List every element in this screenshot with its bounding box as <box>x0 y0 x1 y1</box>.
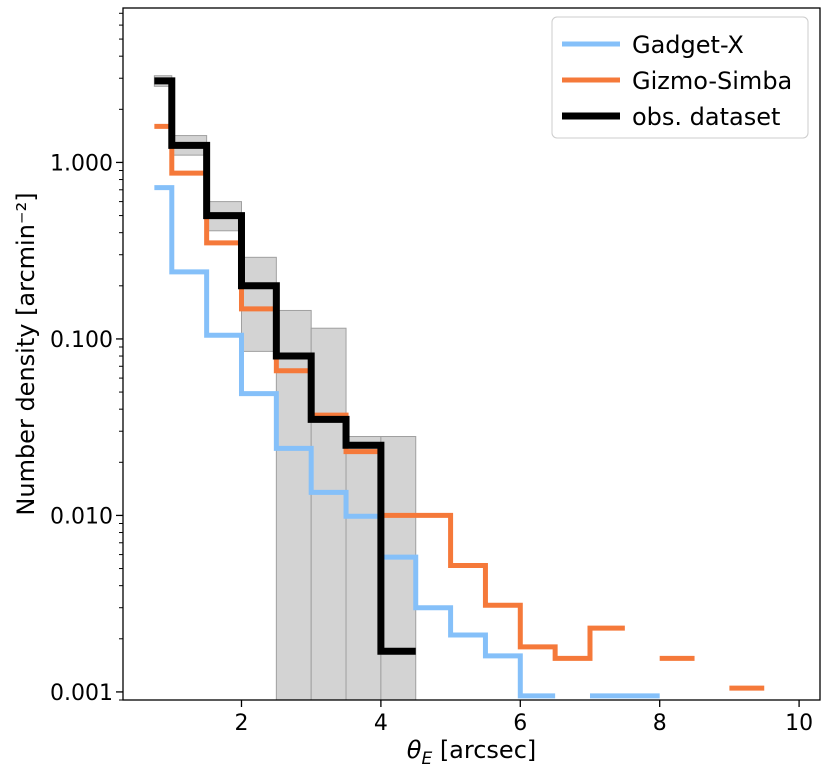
legend-label: Gadget-X <box>632 31 744 59</box>
x-tick-label: 10 <box>785 711 813 736</box>
legend: Gadget-X Gizmo-Simba obs. dataset <box>551 16 809 139</box>
series-line <box>154 77 416 655</box>
legend-box <box>551 16 809 139</box>
y-tick-label: 0.001 <box>50 681 113 706</box>
y-tick-label: 0.010 <box>50 504 113 529</box>
uncertainty-band-layer <box>153 75 417 701</box>
uncertainty-band-bin <box>380 436 417 701</box>
y-axis-title: Number density [arcmin⁻²] <box>12 192 40 515</box>
uncertainty-band-bin <box>310 327 347 701</box>
x-axis-title: θE [arcsec] <box>407 736 537 769</box>
x-tick-label: 6 <box>513 711 527 736</box>
legend-label: obs. dataset <box>632 103 780 131</box>
uncertainty-band-bin <box>240 256 277 352</box>
y-tick-label: 1.000 <box>50 151 113 176</box>
axes-layer: 2 4 6 8 10 0.001 0.010 0.100 1.000 θE [arcsec] Num… <box>12 7 821 769</box>
x-tick-label: 2 <box>234 711 248 736</box>
plot-frame <box>122 7 821 701</box>
series-layer <box>154 77 765 699</box>
uncertainty-band-bin <box>345 436 382 701</box>
x-tick-label: 4 <box>374 711 388 736</box>
series-line <box>154 123 765 691</box>
legend-label: Gizmo-Simba <box>632 67 792 95</box>
series-line <box>154 185 660 699</box>
y-tick-label: 0.100 <box>50 328 113 353</box>
x-tick-label: 8 <box>653 711 667 736</box>
